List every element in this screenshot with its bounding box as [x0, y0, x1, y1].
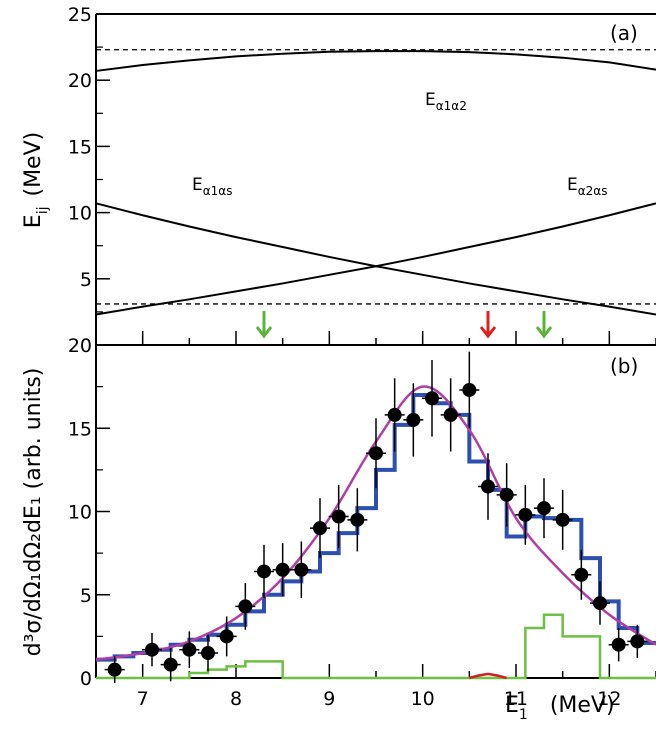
panel-a-ticks: 5 10 15 20 25: [68, 4, 656, 345]
panel-b-ytick-label: 20: [68, 335, 92, 357]
data-point: [294, 562, 309, 577]
panel-b-ytick-label: 10: [68, 502, 92, 524]
panel-b-ticks: 0 5 10 15 20 7 8 9 10 11 12: [68, 335, 656, 710]
panel-b-xlabel: E1 (MeV): [505, 693, 615, 723]
panel-b-ylabel: d³σ/dΩ₁dΩ₂dE₁ (arb. units): [21, 368, 46, 657]
data-point: [331, 509, 346, 524]
curve-1: [95, 202, 656, 316]
panel-a-arrows: [255, 311, 553, 339]
data-point: [313, 521, 327, 536]
data-point: [555, 512, 570, 527]
data-point: [406, 412, 421, 427]
panel-b-label: (b): [610, 354, 638, 378]
panel-b-xtick-label: 10: [411, 688, 435, 710]
curve-0: [95, 50, 656, 72]
arrow-head: [535, 326, 553, 339]
data-point: [350, 512, 365, 527]
panel-b-ytick-label: 15: [68, 418, 92, 440]
panel-b-ytick-label: 5: [80, 585, 92, 607]
data-point: [182, 642, 197, 657]
panel-b-ytick-label: 0: [80, 668, 92, 690]
arrow-head: [479, 326, 497, 339]
panel-a: 5 10 15 20 25 (a) Eij(MeV) Eα1α2 Eα1αs Eα2αs: [21, 4, 656, 346]
panel-a-ytick-label: 5: [80, 269, 92, 291]
data-point: [425, 391, 439, 406]
data-point: [387, 407, 402, 422]
data-point: [462, 382, 477, 397]
data-point: [107, 662, 122, 677]
data-point: [163, 657, 178, 672]
panel-b-xtick-label: 12: [597, 688, 621, 710]
data-point: [145, 642, 159, 657]
curve-label-e-a1a2: Eα1α2: [425, 90, 467, 113]
fit-curve: [95, 385, 656, 661]
data-point: [369, 446, 383, 461]
arrow-head: [255, 326, 273, 339]
data-point: [593, 596, 607, 611]
data-point: [443, 407, 458, 422]
panel-b: 0 5 10 15 20 7 8 9 10 11 12 (b) d³σ/dΩ₁dΩ₂dE₁ (arb…: [21, 335, 656, 723]
curve-label-e-a1as: Eα1αs: [192, 175, 232, 198]
panel-a-ytick-label: 15: [68, 136, 92, 158]
data-point: [257, 564, 271, 579]
data-point: [630, 634, 645, 649]
small-red-peak: [469, 672, 507, 680]
panel-a-ylabel: Eij(MeV): [21, 132, 51, 228]
data-point: [537, 501, 551, 516]
panel-b-data-points: [104, 351, 648, 683]
data-point: [611, 637, 626, 652]
panel-a-label: (a): [610, 21, 638, 45]
panel-a-ytick-label: 10: [68, 203, 92, 225]
data-point: [499, 487, 514, 502]
curve-2: [95, 202, 656, 316]
data-point: [574, 567, 589, 582]
data-point: [275, 562, 290, 577]
data-point: [481, 479, 495, 494]
panel-a-curves: [95, 49, 656, 316]
panel-a-ytick-label: 25: [68, 4, 92, 26]
curve-label-e-a2as: Eα2αs: [567, 175, 607, 198]
panel-a-ytick-label: 20: [68, 70, 92, 92]
panel-b-xtick-label: 11: [504, 688, 528, 710]
panel-b-xtick-label: 9: [323, 688, 335, 710]
data-point: [201, 646, 215, 661]
data-point: [518, 507, 533, 522]
data-point: [238, 599, 253, 614]
panel-b-xtick-label: 7: [137, 688, 149, 710]
panel-b-fit-curve: [95, 385, 656, 661]
data-point: [219, 629, 234, 644]
panel-b-xtick-label: 8: [230, 688, 242, 710]
histogram-green: [96, 613, 656, 680]
